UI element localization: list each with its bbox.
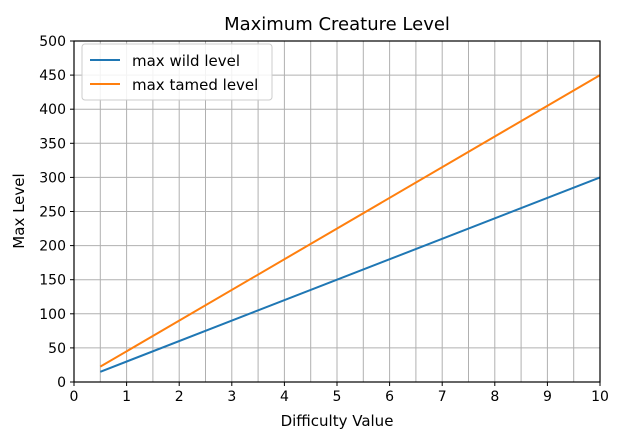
x-tick-label: 8: [490, 389, 499, 405]
x-tick-label: 7: [438, 389, 447, 405]
ticks: 0 1 2 3 4 5 6 7 8 9 100501001502002503003504004505…: [39, 34, 609, 405]
y-tick-label: 300: [39, 170, 66, 186]
x-tick-label: 4: [280, 389, 289, 405]
series-line-1: [99, 74, 601, 368]
x-tick-label: 9: [543, 389, 552, 405]
x-axis-label: Difficulty Value: [281, 412, 394, 430]
x-tick-label: 10: [591, 389, 609, 405]
y-tick-label: 500: [39, 34, 66, 50]
y-tick-label: 350: [39, 136, 66, 152]
y-tick-label: 0: [57, 375, 66, 391]
chart-title: Maximum Creature Level: [224, 14, 450, 35]
y-axis-label: Max Level: [10, 173, 28, 248]
y-tick-label: 100: [39, 307, 66, 323]
x-tick-label: 3: [227, 389, 236, 405]
y-tick-label: 450: [39, 68, 66, 84]
legend: max wild level max tamed level: [81, 43, 273, 101]
x-tick-label: 2: [175, 389, 184, 405]
y-tick-label: 150: [39, 273, 66, 289]
x-tick-label: 5: [333, 389, 342, 405]
y-tick-label: 400: [39, 102, 66, 118]
y-tick-label: 250: [39, 205, 66, 221]
x-tick-label: 0: [70, 389, 79, 405]
y-tick-label: 200: [39, 239, 66, 255]
series-line-0: [99, 176, 601, 373]
legend-label-tamed: max tamed level: [132, 76, 258, 94]
y-tick-label: 50: [48, 341, 66, 357]
series-layer: [99, 74, 601, 373]
legend-box: [81, 43, 273, 101]
legend-label-wild: max wild level: [132, 52, 240, 70]
x-tick-label: 1: [122, 389, 131, 405]
x-tick-label: 6: [385, 389, 394, 405]
